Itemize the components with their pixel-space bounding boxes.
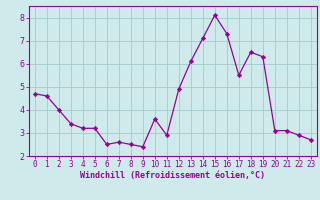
X-axis label: Windchill (Refroidissement éolien,°C): Windchill (Refroidissement éolien,°C) xyxy=(80,171,265,180)
